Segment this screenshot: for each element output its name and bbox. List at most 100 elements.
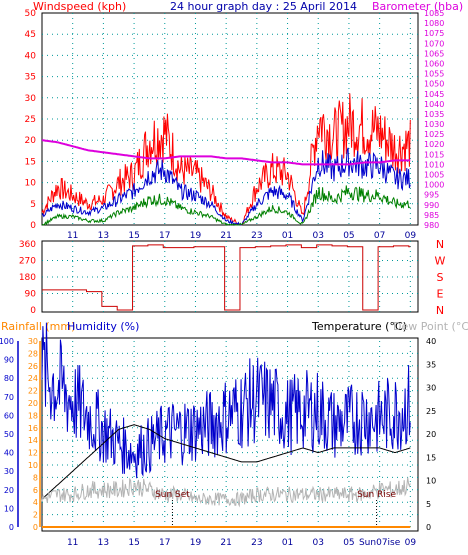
temp-y-tick: 25 bbox=[426, 407, 436, 416]
temp-y-tick: 0 bbox=[426, 523, 431, 532]
wind-x-tick: 15 bbox=[128, 231, 139, 241]
rain-y-tick: 18 bbox=[28, 411, 38, 420]
humidity-y-tick: 50 bbox=[4, 430, 14, 439]
direction-y-tick: 90 bbox=[25, 290, 37, 300]
temp-y-tick: 20 bbox=[426, 430, 436, 439]
wind-y-tick: 25 bbox=[25, 115, 36, 125]
barometer-y-tick: 1025 bbox=[424, 130, 444, 139]
humidity-axis-title: Humidity (%) bbox=[67, 320, 139, 333]
humidity-y-tick: 0 bbox=[9, 523, 14, 532]
direction-y-tick: 360 bbox=[19, 240, 36, 250]
wind-series-low bbox=[41, 185, 411, 226]
sunrise-label: Sun Rise bbox=[357, 490, 396, 500]
wind-x-tick: 23 bbox=[251, 231, 262, 241]
dewpoint-axis-title: Dew Point (°C) bbox=[393, 320, 468, 333]
temp-x-tick: 21 bbox=[220, 538, 231, 548]
direction-y-tick: 0 bbox=[30, 306, 36, 316]
wind-x-tick: 11 bbox=[67, 231, 78, 241]
barometer-y-tick: 1070 bbox=[424, 39, 444, 48]
temp-x-tick: 23 bbox=[251, 538, 262, 548]
barometer-y-tick: 1030 bbox=[424, 120, 444, 129]
temp-x-tick: 17 bbox=[159, 538, 170, 548]
wind-x-tick: 19 bbox=[190, 231, 202, 241]
temp-plot-frame bbox=[41, 337, 419, 532]
rain-y-tick: 24 bbox=[28, 374, 38, 383]
wind-x-tick: 05 bbox=[343, 231, 354, 241]
wind-x-tick: 07 bbox=[374, 231, 385, 241]
barometer-y-tick: 990 bbox=[424, 201, 439, 210]
temp-series-temperature bbox=[41, 424, 411, 500]
humidity-y-tick: 40 bbox=[4, 449, 14, 458]
barometer-y-tick: 995 bbox=[424, 191, 439, 200]
wind-x-tick: 01 bbox=[282, 231, 293, 241]
compass-label: S bbox=[437, 271, 444, 284]
barometer-y-tick: 1015 bbox=[424, 150, 444, 159]
temp-x-tick: 19 bbox=[190, 538, 202, 548]
barometer-y-tick: 985 bbox=[424, 211, 439, 220]
wind-x-tick: 21 bbox=[220, 231, 231, 241]
wind-y-tick: 15 bbox=[25, 157, 36, 167]
temp-x-tick: 01 bbox=[282, 538, 293, 548]
humidity-y-tick: 100 bbox=[0, 337, 14, 346]
humidity-y-tick: 90 bbox=[4, 356, 14, 365]
rainfall-axis-title: Rainfall (mm) bbox=[1, 320, 75, 333]
temp-x-tick: 15 bbox=[128, 538, 139, 548]
barometer-y-tick: 1005 bbox=[424, 171, 444, 180]
wind-y-tick: 30 bbox=[25, 94, 37, 104]
rain-y-tick: 30 bbox=[28, 337, 38, 346]
barometer-y-tick: 1075 bbox=[424, 29, 444, 38]
temp-series-humidity bbox=[41, 322, 411, 479]
humidity-y-tick: 20 bbox=[4, 486, 14, 495]
wind-series-average bbox=[41, 147, 411, 226]
barometer-y-tick: 1085 bbox=[424, 9, 444, 18]
wind-series-gust bbox=[41, 93, 411, 226]
temp-series-dewpoint bbox=[41, 477, 411, 508]
rain-y-tick: 16 bbox=[28, 424, 38, 433]
humidity-y-tick: 70 bbox=[4, 393, 14, 402]
compass-label: N bbox=[436, 304, 444, 317]
wind-y-tick: 20 bbox=[25, 136, 37, 146]
wind-y-tick: 50 bbox=[25, 9, 37, 19]
barometer-y-tick: 980 bbox=[424, 221, 439, 230]
rain-y-tick: 8 bbox=[33, 473, 38, 482]
barometer-y-tick: 1020 bbox=[424, 140, 444, 149]
humidity-y-tick: 30 bbox=[4, 467, 14, 476]
temp-x-tick: 05 bbox=[343, 538, 354, 548]
humidity-y-tick: 80 bbox=[4, 374, 14, 383]
barometer-y-tick: 1050 bbox=[424, 80, 444, 89]
barometer-y-tick: 1000 bbox=[424, 181, 444, 190]
humidity-y-tick: 10 bbox=[4, 504, 14, 513]
barometer-y-tick: 1055 bbox=[424, 70, 444, 79]
wind-x-tick: 17 bbox=[159, 231, 170, 241]
wind-series-barometer bbox=[41, 139, 411, 166]
rain-y-tick: 26 bbox=[28, 362, 38, 371]
wind-x-tick: 03 bbox=[313, 231, 324, 241]
temp-y-tick: 5 bbox=[426, 500, 431, 509]
barometer-y-tick: 1010 bbox=[424, 160, 444, 169]
direction-plot-frame bbox=[41, 240, 419, 313]
direction-y-tick: 270 bbox=[19, 257, 36, 267]
compass-label: E bbox=[437, 288, 444, 301]
rain-y-tick: 0 bbox=[33, 523, 38, 532]
temp-x-tick: 09 bbox=[405, 538, 417, 548]
temperature-axis-title: Temperature (°C) bbox=[311, 320, 407, 333]
chart-title: 24 hour graph day : 25 April 2014 bbox=[170, 0, 357, 13]
wind-x-tick: 13 bbox=[98, 231, 109, 241]
wind-x-tick: 09 bbox=[405, 231, 417, 241]
rain-y-tick: 2 bbox=[33, 511, 38, 520]
humidity-y-tick: 60 bbox=[4, 411, 14, 420]
barometer-y-tick: 1065 bbox=[424, 49, 444, 58]
barometer-y-tick: 1035 bbox=[424, 110, 444, 119]
barometer-y-tick: 1040 bbox=[424, 100, 444, 109]
direction-y-tick: 180 bbox=[19, 273, 36, 283]
wind-y-tick: 5 bbox=[30, 200, 36, 210]
barometer-axis-title: Barometer (hba) bbox=[372, 0, 463, 13]
sunset-label: Sun Set bbox=[155, 490, 190, 500]
rain-y-tick: 10 bbox=[28, 461, 38, 470]
temp-x-tick: 11 bbox=[67, 538, 78, 548]
compass-label: N bbox=[436, 238, 444, 251]
temp-y-tick: 30 bbox=[426, 384, 436, 393]
rain-y-tick: 28 bbox=[28, 349, 38, 358]
wind-y-tick: 0 bbox=[30, 221, 36, 231]
